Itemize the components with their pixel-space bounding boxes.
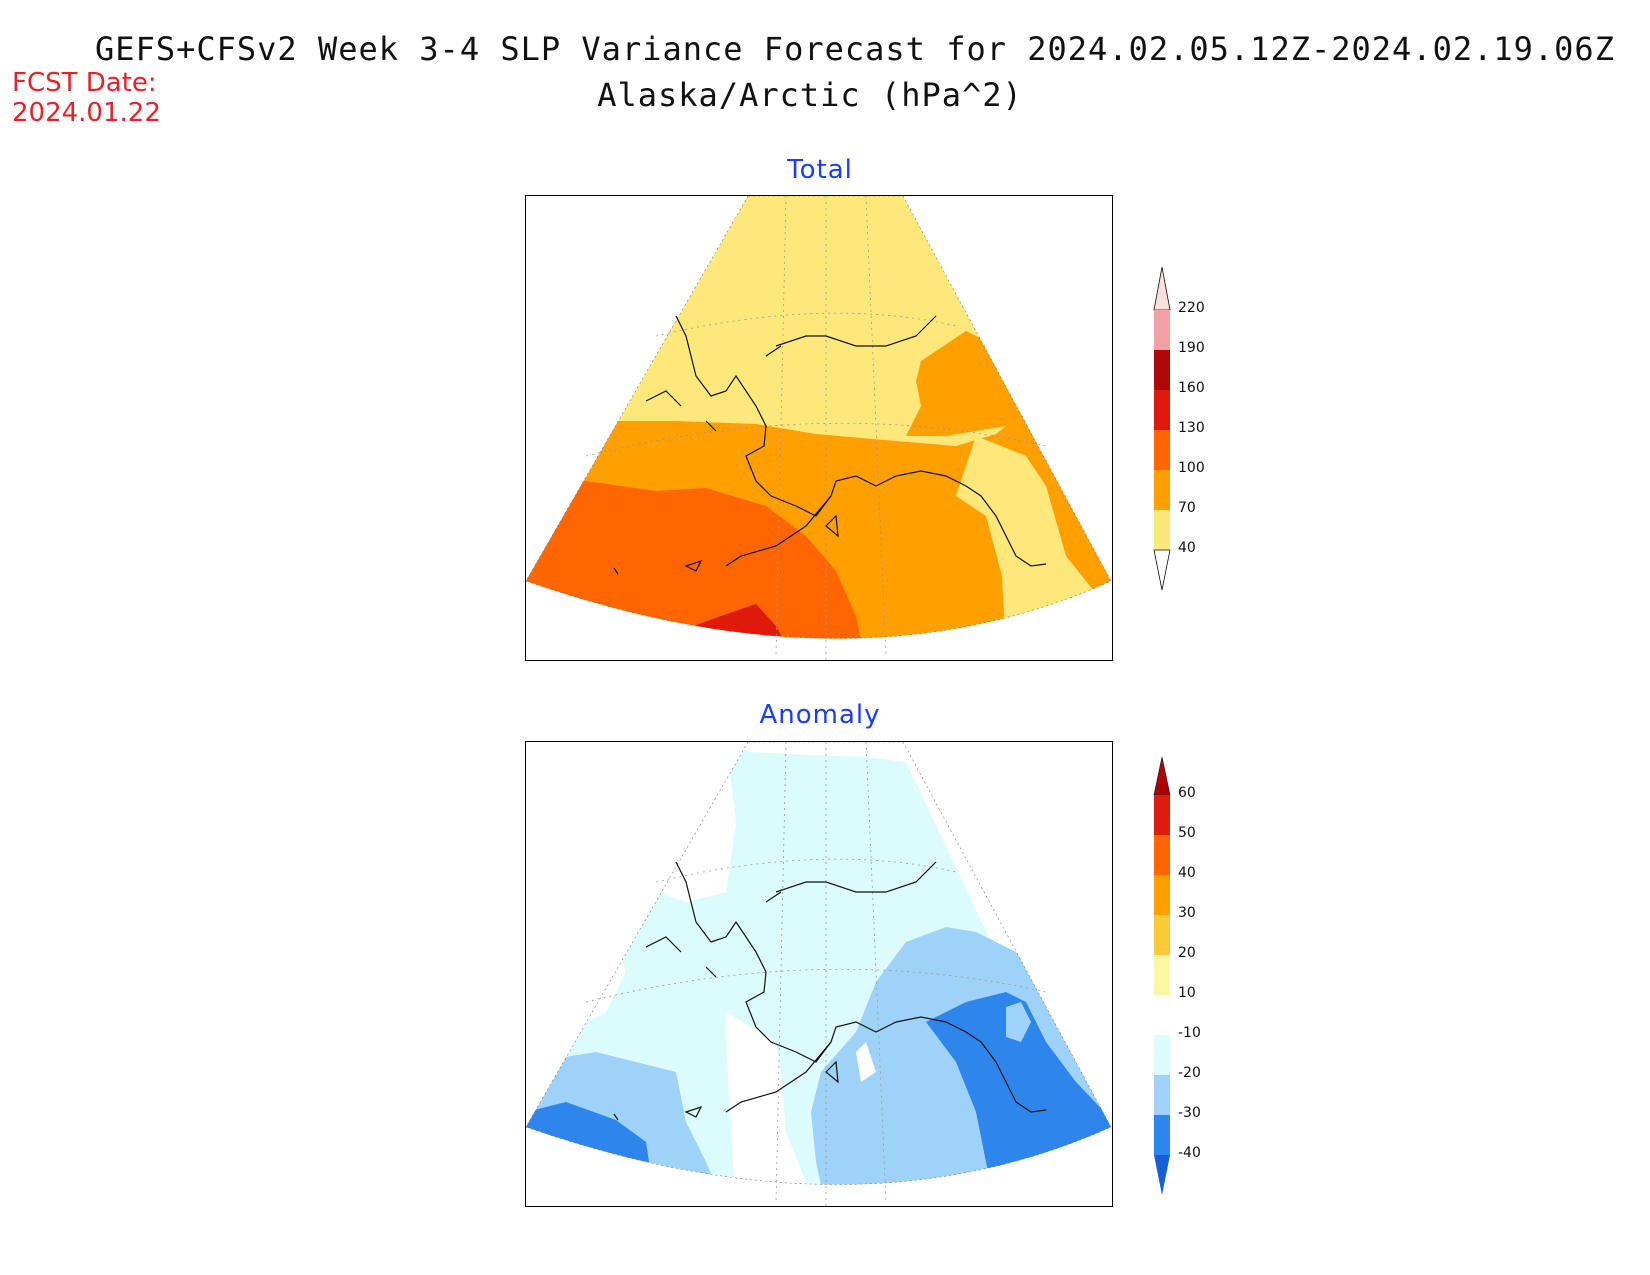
anomaly-cbar-label: 20 bbox=[1178, 945, 1196, 961]
anomaly-colorbar-40-50 bbox=[1154, 835, 1170, 875]
anomaly-fill-neutral-pocket bbox=[856, 1042, 876, 1082]
total-cbar-label: 190 bbox=[1178, 340, 1205, 356]
fcst-date-label: FCST Date: bbox=[12, 68, 157, 98]
fcst-date-value: 2024.01.22 bbox=[12, 98, 161, 128]
total-cbar-label: 70 bbox=[1178, 500, 1196, 516]
total-colorbar-190-220 bbox=[1154, 310, 1170, 350]
total-colorbar-100-130 bbox=[1154, 430, 1170, 470]
anomaly-colorbar-10-20 bbox=[1154, 955, 1170, 995]
total-colorbar-130-160 bbox=[1154, 390, 1170, 430]
anomaly-colorbar-minus30-minus40 bbox=[1154, 1115, 1170, 1155]
total-cbar-label: 40 bbox=[1178, 540, 1196, 556]
anomaly-cbar-label: -20 bbox=[1178, 1065, 1201, 1081]
anomaly-cbar-label: 50 bbox=[1178, 825, 1196, 841]
total-colorbar-70-100 bbox=[1154, 470, 1170, 510]
main-title: GEFS+CFSv2 Week 3-4 SLP Variance Forecas… bbox=[95, 30, 1615, 68]
anomaly-cbar-label: -10 bbox=[1178, 1025, 1201, 1041]
total-graticule bbox=[585, 196, 1047, 660]
total-cbar-label: 130 bbox=[1178, 420, 1205, 436]
total-map bbox=[525, 195, 1113, 661]
total-colorbar bbox=[1153, 266, 1171, 591]
anomaly-graticule bbox=[585, 742, 1047, 1206]
anomaly-colorbar-minus20-minus30 bbox=[1154, 1075, 1170, 1115]
anomaly-colorbar-30-40 bbox=[1154, 875, 1170, 915]
anomaly-colorbar-20-30 bbox=[1154, 915, 1170, 955]
anomaly-cbar-label: 10 bbox=[1178, 985, 1196, 1001]
anomaly-colorbar bbox=[1153, 756, 1171, 1195]
total-colorbar-bottom-arrow bbox=[1153, 549, 1171, 591]
anomaly-colorbar-50-60 bbox=[1154, 795, 1170, 835]
anomaly-colorbar-top-arrow bbox=[1153, 756, 1171, 796]
total-panel-title: Total bbox=[787, 155, 853, 185]
total-colorbar-top-arrow bbox=[1153, 266, 1171, 311]
subtitle: Alaska/Arctic (hPa^2) bbox=[597, 76, 1023, 114]
anomaly-colorbar-neutral bbox=[1154, 995, 1170, 1035]
total-colorbar-160-190 bbox=[1154, 350, 1170, 390]
anomaly-colorbar-bottom-arrow bbox=[1154, 1155, 1170, 1195]
anomaly-cbar-label: 40 bbox=[1178, 865, 1196, 881]
total-cbar-label: 160 bbox=[1178, 380, 1205, 396]
total-map-svg bbox=[526, 196, 1112, 660]
total-colorbar-40-70 bbox=[1154, 510, 1170, 550]
anomaly-map-svg bbox=[526, 742, 1112, 1206]
total-coastline bbox=[613, 315, 1047, 575]
total-cbar-label: 220 bbox=[1178, 300, 1205, 316]
anomaly-panel-title: Anomaly bbox=[759, 700, 881, 730]
anomaly-coastline bbox=[613, 861, 1047, 1121]
anomaly-fill-pocket bbox=[1006, 1002, 1031, 1042]
anomaly-cbar-label: -40 bbox=[1178, 1145, 1201, 1161]
total-cbar-label: 100 bbox=[1178, 460, 1205, 476]
anomaly-cbar-label: 60 bbox=[1178, 785, 1196, 801]
anomaly-cbar-label: 30 bbox=[1178, 905, 1196, 921]
anomaly-cbar-label: -30 bbox=[1178, 1105, 1201, 1121]
anomaly-map bbox=[525, 741, 1113, 1207]
anomaly-colorbar-minus10-minus20 bbox=[1154, 1035, 1170, 1075]
